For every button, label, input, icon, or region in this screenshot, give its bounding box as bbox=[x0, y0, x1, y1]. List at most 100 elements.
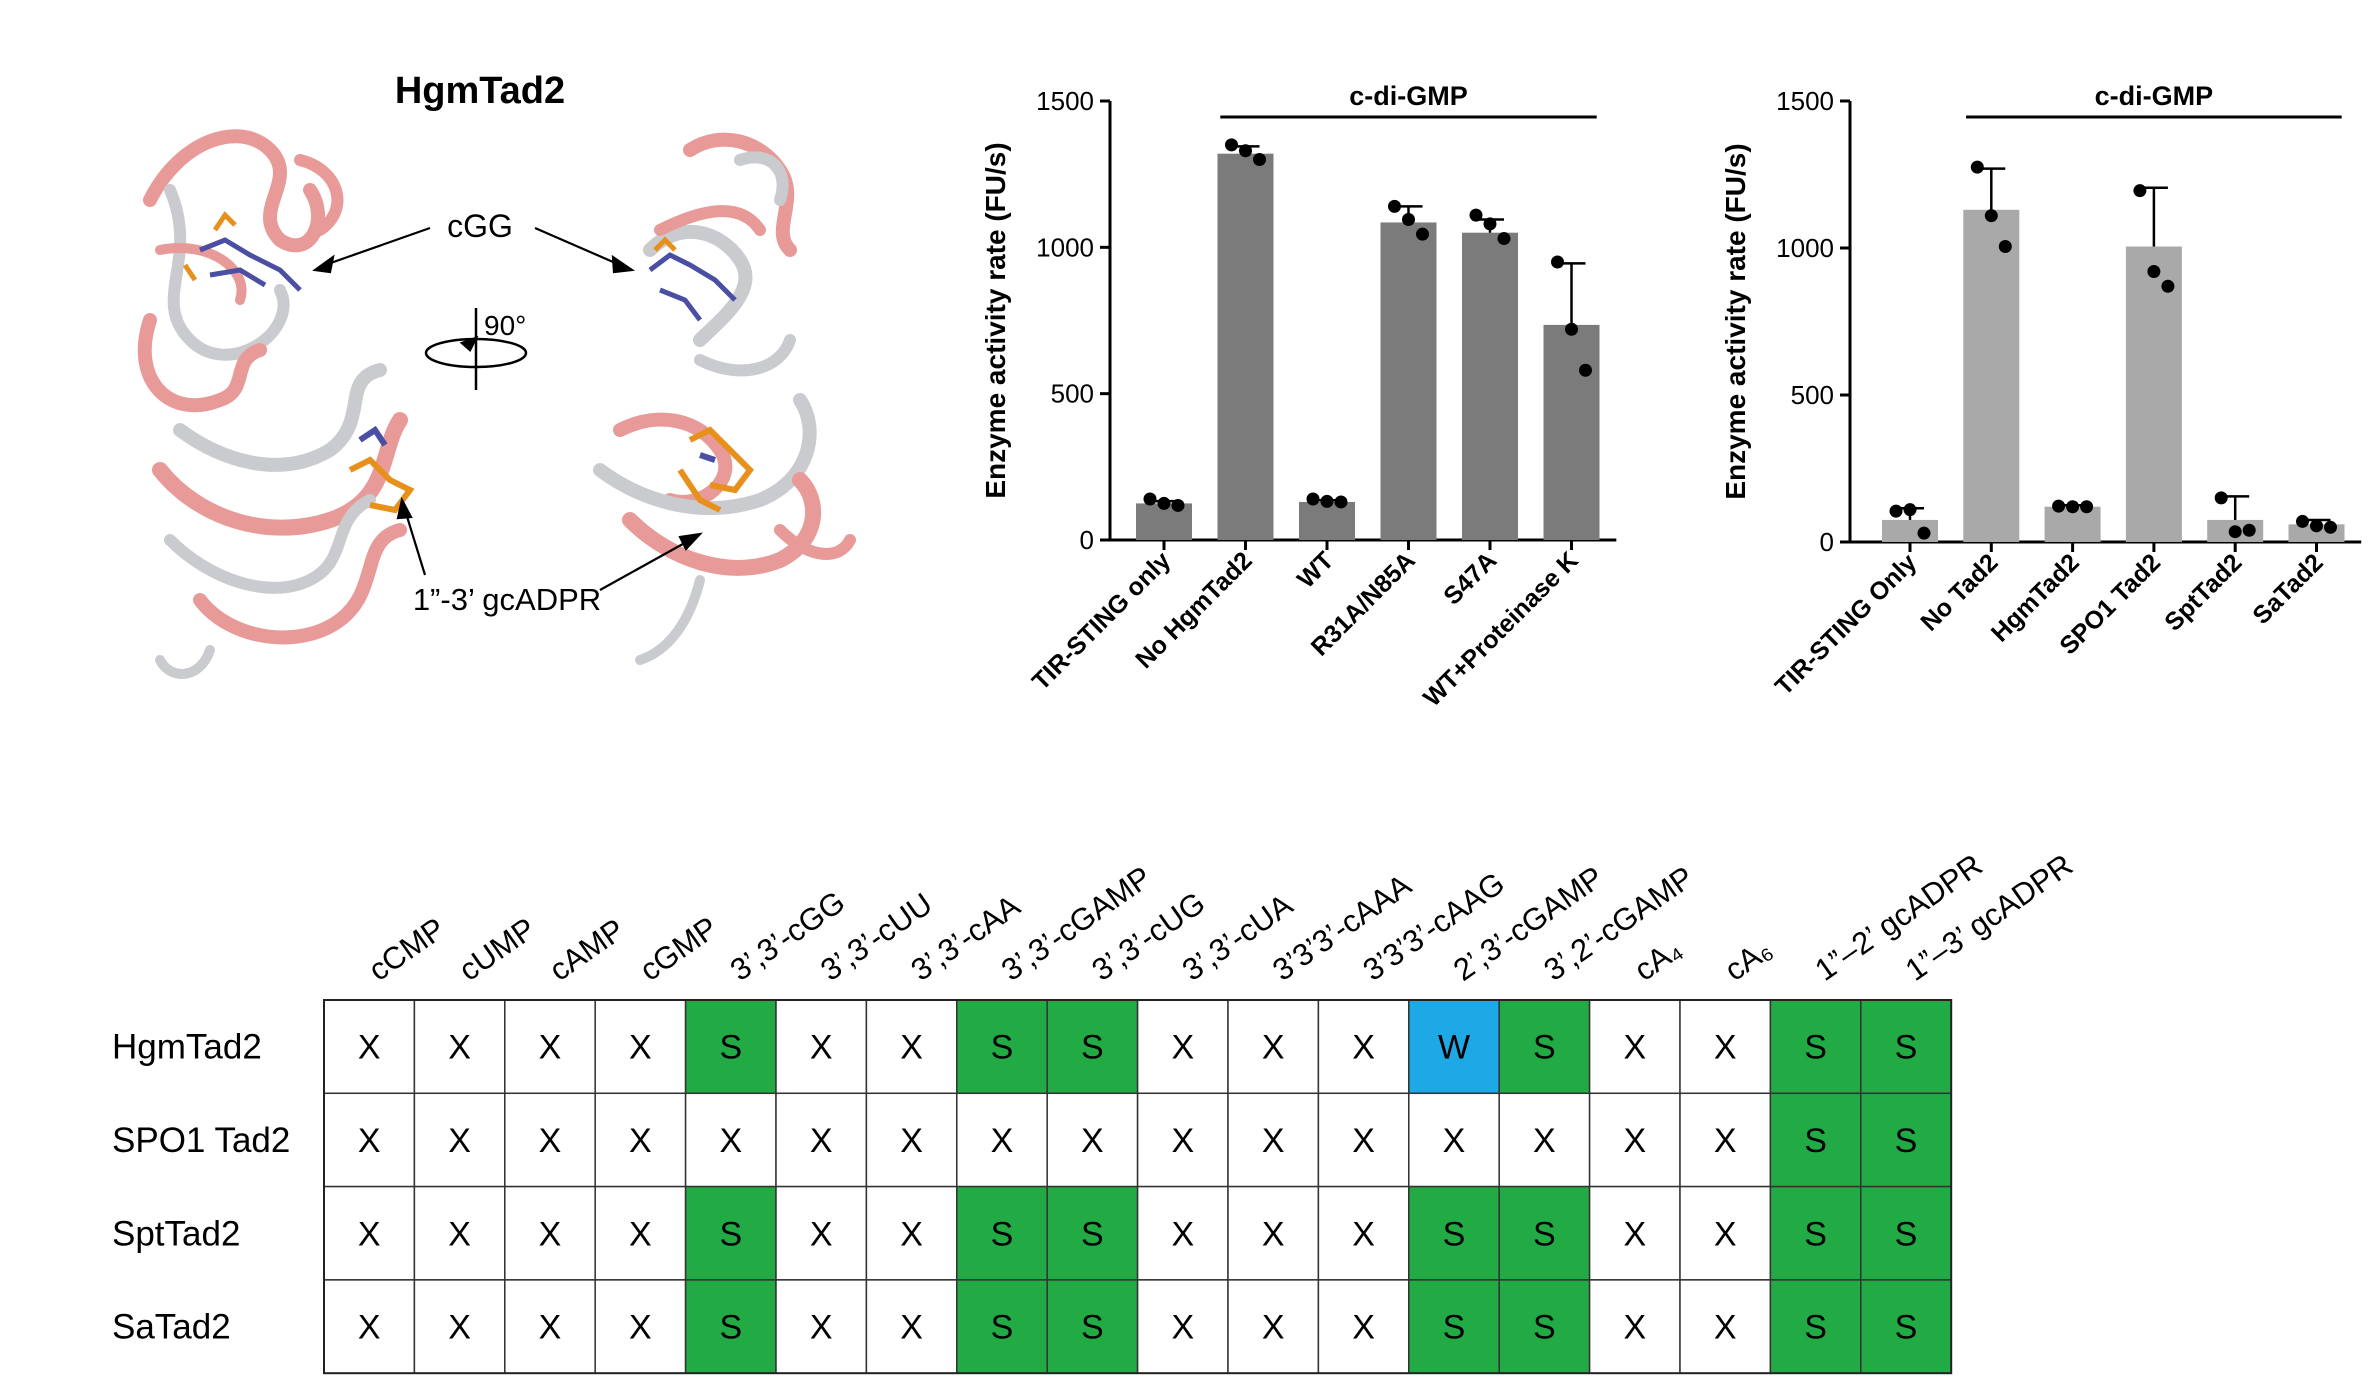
table-cell-value: X bbox=[991, 1122, 1014, 1160]
table-cell bbox=[1136, 999, 1229, 1095]
table-cell-value: X bbox=[448, 1309, 471, 1347]
ligand-gcadpr-left bbox=[348, 425, 415, 514]
column-header: 3’,3’-cGAMP bbox=[995, 859, 1158, 987]
gcadpr-site-label: 1”-3’ gcADPR bbox=[413, 582, 601, 617]
table-cell bbox=[956, 1279, 1048, 1374]
table-cell bbox=[1588, 999, 1681, 1095]
replicate-point bbox=[1306, 492, 1320, 506]
table-cell-value: X bbox=[900, 1309, 923, 1347]
row-header: SaTad2 bbox=[112, 1308, 231, 1347]
rotation-icon bbox=[424, 308, 528, 390]
table-cell bbox=[956, 999, 1048, 1095]
table-cell bbox=[594, 1185, 687, 1281]
table-cell bbox=[413, 1279, 506, 1374]
table-cell-value: X bbox=[629, 1309, 652, 1347]
y-tick-label: 1500 bbox=[1036, 86, 1094, 116]
table-cell bbox=[1136, 1092, 1229, 1188]
table-cell bbox=[504, 1279, 596, 1374]
table-cell-value: X bbox=[358, 1309, 381, 1347]
table-cell-value: X bbox=[1352, 1215, 1375, 1253]
replicate-point bbox=[1388, 199, 1401, 213]
cgg-arrows bbox=[312, 226, 636, 274]
y-tick-label: 500 bbox=[1051, 379, 1094, 409]
replicate-point bbox=[1970, 160, 1984, 174]
table-cell-value: X bbox=[448, 1122, 471, 1160]
table-cell-value: X bbox=[1623, 1029, 1646, 1067]
table-cell-value: S bbox=[1804, 1215, 1827, 1253]
table-cell bbox=[865, 1185, 958, 1281]
column-header: cAMP bbox=[543, 912, 631, 988]
replicate-point bbox=[1239, 144, 1252, 158]
table-cell-value: S bbox=[1533, 1029, 1556, 1067]
table-cell-value: S bbox=[1895, 1029, 1918, 1067]
row-header: SPO1 Tad2 bbox=[112, 1121, 290, 1160]
table-cell-value: X bbox=[1352, 1122, 1375, 1160]
column-header: cUMP bbox=[453, 911, 542, 988]
table-cell bbox=[1317, 1279, 1410, 1374]
table-cell-value: X bbox=[1171, 1122, 1194, 1160]
table-cell-value: X bbox=[900, 1122, 923, 1160]
table-cell bbox=[413, 1185, 506, 1281]
table-cell bbox=[1046, 1279, 1139, 1374]
table-cell bbox=[413, 999, 506, 1095]
table-cell bbox=[1588, 1092, 1681, 1188]
table-cell-value: S bbox=[1081, 1309, 1104, 1347]
column-header: cGMP bbox=[633, 910, 724, 988]
table-cell-value: X bbox=[629, 1215, 652, 1253]
replicate-point bbox=[1565, 322, 1578, 336]
table-cell bbox=[956, 1185, 1048, 1281]
replicate-point bbox=[1483, 217, 1497, 231]
table-cell bbox=[1860, 1185, 1952, 1281]
replicate-point bbox=[1253, 153, 1266, 167]
replicate-point bbox=[1998, 240, 2012, 254]
y-axis-label: Enzyme activity rate (FU/s) bbox=[1720, 143, 1751, 499]
table-cell-value: S bbox=[991, 1309, 1014, 1347]
table-cell-value: S bbox=[1443, 1215, 1466, 1253]
table-cell-value: X bbox=[900, 1215, 923, 1253]
table-cell-value: S bbox=[719, 1309, 742, 1347]
table-cell bbox=[1769, 999, 1862, 1095]
replicate-point bbox=[1497, 232, 1511, 246]
table-cell-value: X bbox=[1623, 1215, 1646, 1253]
ligand-cgg-right bbox=[648, 236, 737, 322]
table-cell-value: X bbox=[358, 1215, 381, 1253]
replicate-point bbox=[1917, 526, 1931, 540]
replicate-point bbox=[1157, 496, 1171, 510]
table-cell bbox=[323, 1279, 416, 1374]
table-cell bbox=[1498, 1185, 1591, 1281]
table-cell bbox=[1679, 999, 1772, 1095]
bar-0-2 bbox=[1299, 501, 1355, 540]
table-cell bbox=[684, 1185, 777, 1281]
table-cell-value: X bbox=[1533, 1122, 1556, 1160]
treatment-bracket-label: c-di-GMP bbox=[2095, 81, 2214, 111]
table-cell bbox=[1860, 1279, 1952, 1374]
replicate-point bbox=[1984, 209, 1998, 223]
table-cell-value: X bbox=[358, 1029, 381, 1067]
replicate-point bbox=[2242, 523, 2256, 537]
table-cell-value: S bbox=[1895, 1122, 1918, 1160]
table-cell bbox=[504, 1092, 596, 1188]
y-tick-label: 500 bbox=[1791, 380, 1834, 410]
table-cell-value: X bbox=[1352, 1029, 1375, 1067]
replicate-point bbox=[1320, 494, 1334, 508]
table-cell-value: S bbox=[1443, 1309, 1466, 1347]
table-cell-value: S bbox=[1533, 1215, 1556, 1253]
table-cell-value: S bbox=[1804, 1029, 1827, 1067]
table-cell-value: X bbox=[1171, 1029, 1194, 1067]
replicate-point bbox=[2310, 519, 2323, 533]
table-cell-value: X bbox=[810, 1309, 833, 1347]
table-cell-value: S bbox=[719, 1029, 742, 1067]
replicate-point bbox=[2296, 514, 2309, 528]
bar-1-3 bbox=[2125, 246, 2182, 542]
replicate-point bbox=[2324, 520, 2337, 534]
replicate-point bbox=[1579, 363, 1592, 377]
replicate-point bbox=[1416, 227, 1429, 241]
replicate-point bbox=[2161, 279, 2175, 293]
bar-0-3 bbox=[1380, 222, 1437, 540]
replicate-point bbox=[2133, 184, 2147, 198]
table-cell-value: X bbox=[1262, 1029, 1285, 1067]
table-cell-value: X bbox=[629, 1122, 652, 1160]
